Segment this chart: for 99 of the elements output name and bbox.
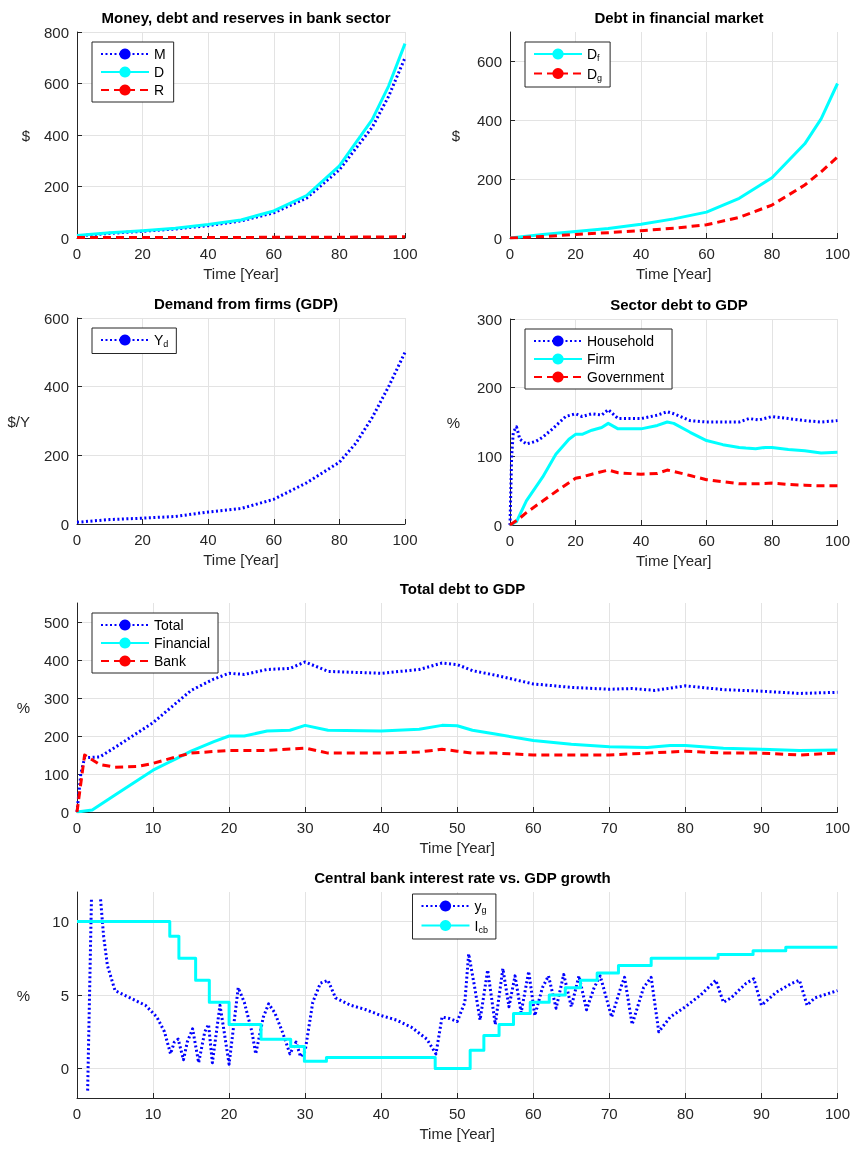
x-tick-label: 100 [392, 245, 418, 262]
y-tick-label: 200 [476, 170, 502, 188]
x-tick-label: 80 [677, 1105, 694, 1122]
y-tick-label: 100 [43, 765, 69, 783]
x-tick-label: 60 [265, 531, 283, 548]
y-tick-label: 0 [493, 229, 502, 247]
x-tick-label: 60 [698, 245, 715, 262]
y-tick-label: 0 [493, 516, 502, 534]
y-tick-label: 500 [43, 613, 69, 631]
y-tick-label: 0 [60, 803, 69, 821]
x-tick-label: 80 [331, 245, 348, 262]
x-tick-label: 80 [677, 819, 694, 836]
x-tick-label: 100 [824, 819, 850, 836]
legend-label: Government [587, 369, 665, 385]
x-tick-label: 40 [199, 245, 217, 262]
x-tick-label: 10 [144, 819, 162, 836]
chart-title: Money, debt and reserves in bank sector [101, 9, 391, 26]
y-tick-label: 600 [43, 75, 69, 92]
legend-label: Firm [587, 351, 615, 367]
x-tick-label: 20 [567, 245, 584, 262]
x-tick-label: 0 [72, 245, 82, 262]
y-tick-label: 800 [43, 23, 69, 41]
y-tick-label: 300 [43, 689, 69, 707]
x-tick-label: 50 [448, 819, 466, 836]
legend-label: Total [154, 617, 184, 633]
y-tick-label: 200 [476, 379, 502, 397]
legend-label: Bank [154, 653, 187, 669]
y-axis-title: % [16, 699, 30, 716]
y-tick-label: 400 [43, 378, 69, 396]
x-tick-label: 20 [220, 1105, 238, 1122]
x-tick-label: 60 [265, 245, 283, 262]
x-tick-label: 20 [567, 532, 584, 549]
y-tick-label: 100 [476, 447, 502, 465]
x-tick-label: 0 [505, 532, 515, 549]
x-axis-title: Time [Year] [419, 1124, 496, 1142]
y-tick-label: 200 [43, 727, 69, 745]
x-tick-label: 30 [296, 1105, 314, 1122]
y-axis-title: $ [21, 126, 31, 144]
legend-label: M [154, 46, 166, 62]
y-axis-title: $/Y [7, 412, 30, 430]
x-tick-label: 10 [144, 1105, 162, 1122]
x-axis-title: Time [Year] [203, 550, 279, 568]
x-tick-label: 70 [601, 1105, 618, 1122]
x-tick-label: 80 [763, 532, 781, 549]
x-tick-label: 0 [72, 1105, 82, 1122]
chart-title: Demand from firms (GDP) [153, 295, 339, 312]
y-tick-label: 600 [476, 52, 502, 70]
x-tick-label: 90 [753, 819, 770, 836]
x-tick-label: 40 [372, 1105, 390, 1122]
chart-title: Central bank interest rate vs. GDP growth [314, 869, 611, 886]
x-tick-label: 20 [134, 531, 151, 548]
x-tick-label: 100 [824, 532, 850, 549]
x-tick-label: 90 [753, 1105, 770, 1122]
y-tick-label: 400 [476, 111, 502, 129]
x-axis-title: Time [Year] [635, 264, 712, 282]
x-tick-label: 60 [698, 532, 715, 549]
y-tick-label: 400 [43, 126, 69, 144]
chart-title: Total debt to GDP [399, 580, 526, 597]
x-axis-title: Time [Year] [203, 264, 279, 282]
x-tick-label: 40 [632, 532, 650, 549]
legend-label: Financial [154, 635, 211, 651]
x-tick-label: 100 [824, 1105, 850, 1122]
x-tick-label: 20 [220, 819, 238, 836]
chart-title: Sector debt to GDP [610, 296, 748, 313]
legend-label: Household [587, 333, 654, 349]
legend-label: D [154, 64, 165, 80]
x-tick-label: 60 [524, 819, 542, 836]
y-tick-label: 400 [43, 651, 69, 669]
x-axis-title: Time [Year] [635, 551, 712, 569]
x-tick-label: 0 [505, 245, 515, 262]
x-tick-label: 100 [824, 245, 850, 262]
y-tick-label: 300 [476, 310, 502, 328]
x-tick-label: 20 [134, 245, 151, 262]
y-tick-label: 10 [52, 912, 69, 930]
x-tick-label: 0 [72, 531, 82, 548]
x-tick-label: 100 [392, 531, 418, 548]
y-tick-label: 0 [60, 229, 69, 247]
y-tick-label: 5 [60, 986, 69, 1004]
x-tick-label: 40 [372, 819, 390, 836]
y-axis-title: % [446, 413, 460, 431]
chart-title: Debt in financial market [594, 9, 764, 26]
y-axis-title: $ [451, 126, 461, 144]
y-tick-label: 0 [60, 1060, 69, 1078]
x-tick-label: 0 [72, 819, 82, 836]
legend-label: R [154, 82, 165, 98]
x-tick-label: 80 [331, 531, 348, 548]
x-tick-label: 80 [763, 245, 781, 262]
y-axis-title: % [16, 986, 30, 1004]
y-tick-label: 200 [43, 178, 69, 195]
x-axis-title: Time [Year] [419, 838, 496, 856]
x-tick-label: 50 [448, 1105, 466, 1122]
y-tick-label: 600 [43, 309, 69, 327]
x-tick-label: 30 [296, 819, 314, 836]
x-tick-label: 40 [199, 531, 217, 548]
x-tick-label: 60 [524, 1105, 542, 1122]
y-tick-label: 200 [43, 446, 69, 464]
x-tick-label: 40 [632, 245, 650, 262]
x-tick-label: 70 [601, 819, 618, 836]
y-tick-label: 0 [60, 515, 69, 533]
